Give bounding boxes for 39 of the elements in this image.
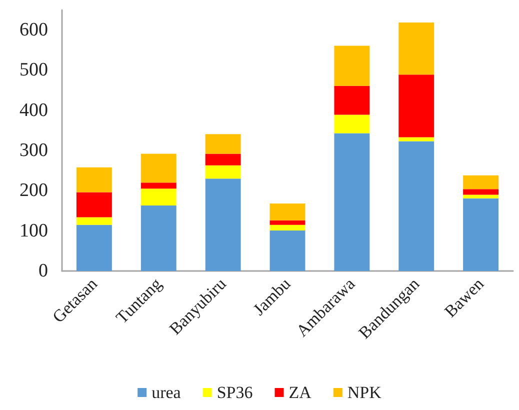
bar bbox=[463, 175, 499, 190]
bar bbox=[463, 194, 499, 198]
bar bbox=[140, 188, 176, 206]
y-tick-label: 400 bbox=[20, 100, 48, 121]
y-tick-label: 200 bbox=[20, 180, 48, 202]
bar bbox=[76, 167, 112, 192]
bar bbox=[270, 230, 306, 271]
bar bbox=[398, 141, 434, 271]
bar bbox=[398, 74, 434, 138]
bar bbox=[76, 192, 112, 218]
bar bbox=[76, 224, 112, 271]
bar bbox=[270, 224, 306, 230]
bar bbox=[205, 178, 241, 271]
legend-label: NPK bbox=[347, 383, 382, 402]
bar bbox=[398, 22, 434, 75]
y-tick-label: 500 bbox=[20, 60, 48, 81]
y-tick-label: 100 bbox=[20, 220, 48, 242]
bar bbox=[334, 86, 370, 115]
bar bbox=[205, 165, 241, 179]
y-tick-label: 300 bbox=[20, 140, 48, 162]
legend-label: ZA bbox=[288, 383, 312, 402]
bar bbox=[205, 154, 241, 166]
y-tick-label: 600 bbox=[20, 20, 48, 41]
legend-label: urea bbox=[152, 383, 182, 402]
legend-label: SP36 bbox=[216, 383, 253, 402]
bar bbox=[463, 189, 499, 195]
bar bbox=[140, 154, 176, 183]
bar bbox=[140, 206, 176, 271]
bar bbox=[334, 133, 370, 271]
bar bbox=[205, 134, 241, 154]
bar bbox=[334, 114, 370, 134]
bar bbox=[398, 137, 434, 142]
y-tick-label: 0 bbox=[38, 260, 48, 282]
bar bbox=[76, 217, 112, 225]
bar bbox=[334, 46, 370, 86]
bar bbox=[140, 182, 176, 189]
bar bbox=[270, 204, 306, 220]
bar bbox=[463, 198, 499, 271]
bar bbox=[270, 220, 306, 225]
